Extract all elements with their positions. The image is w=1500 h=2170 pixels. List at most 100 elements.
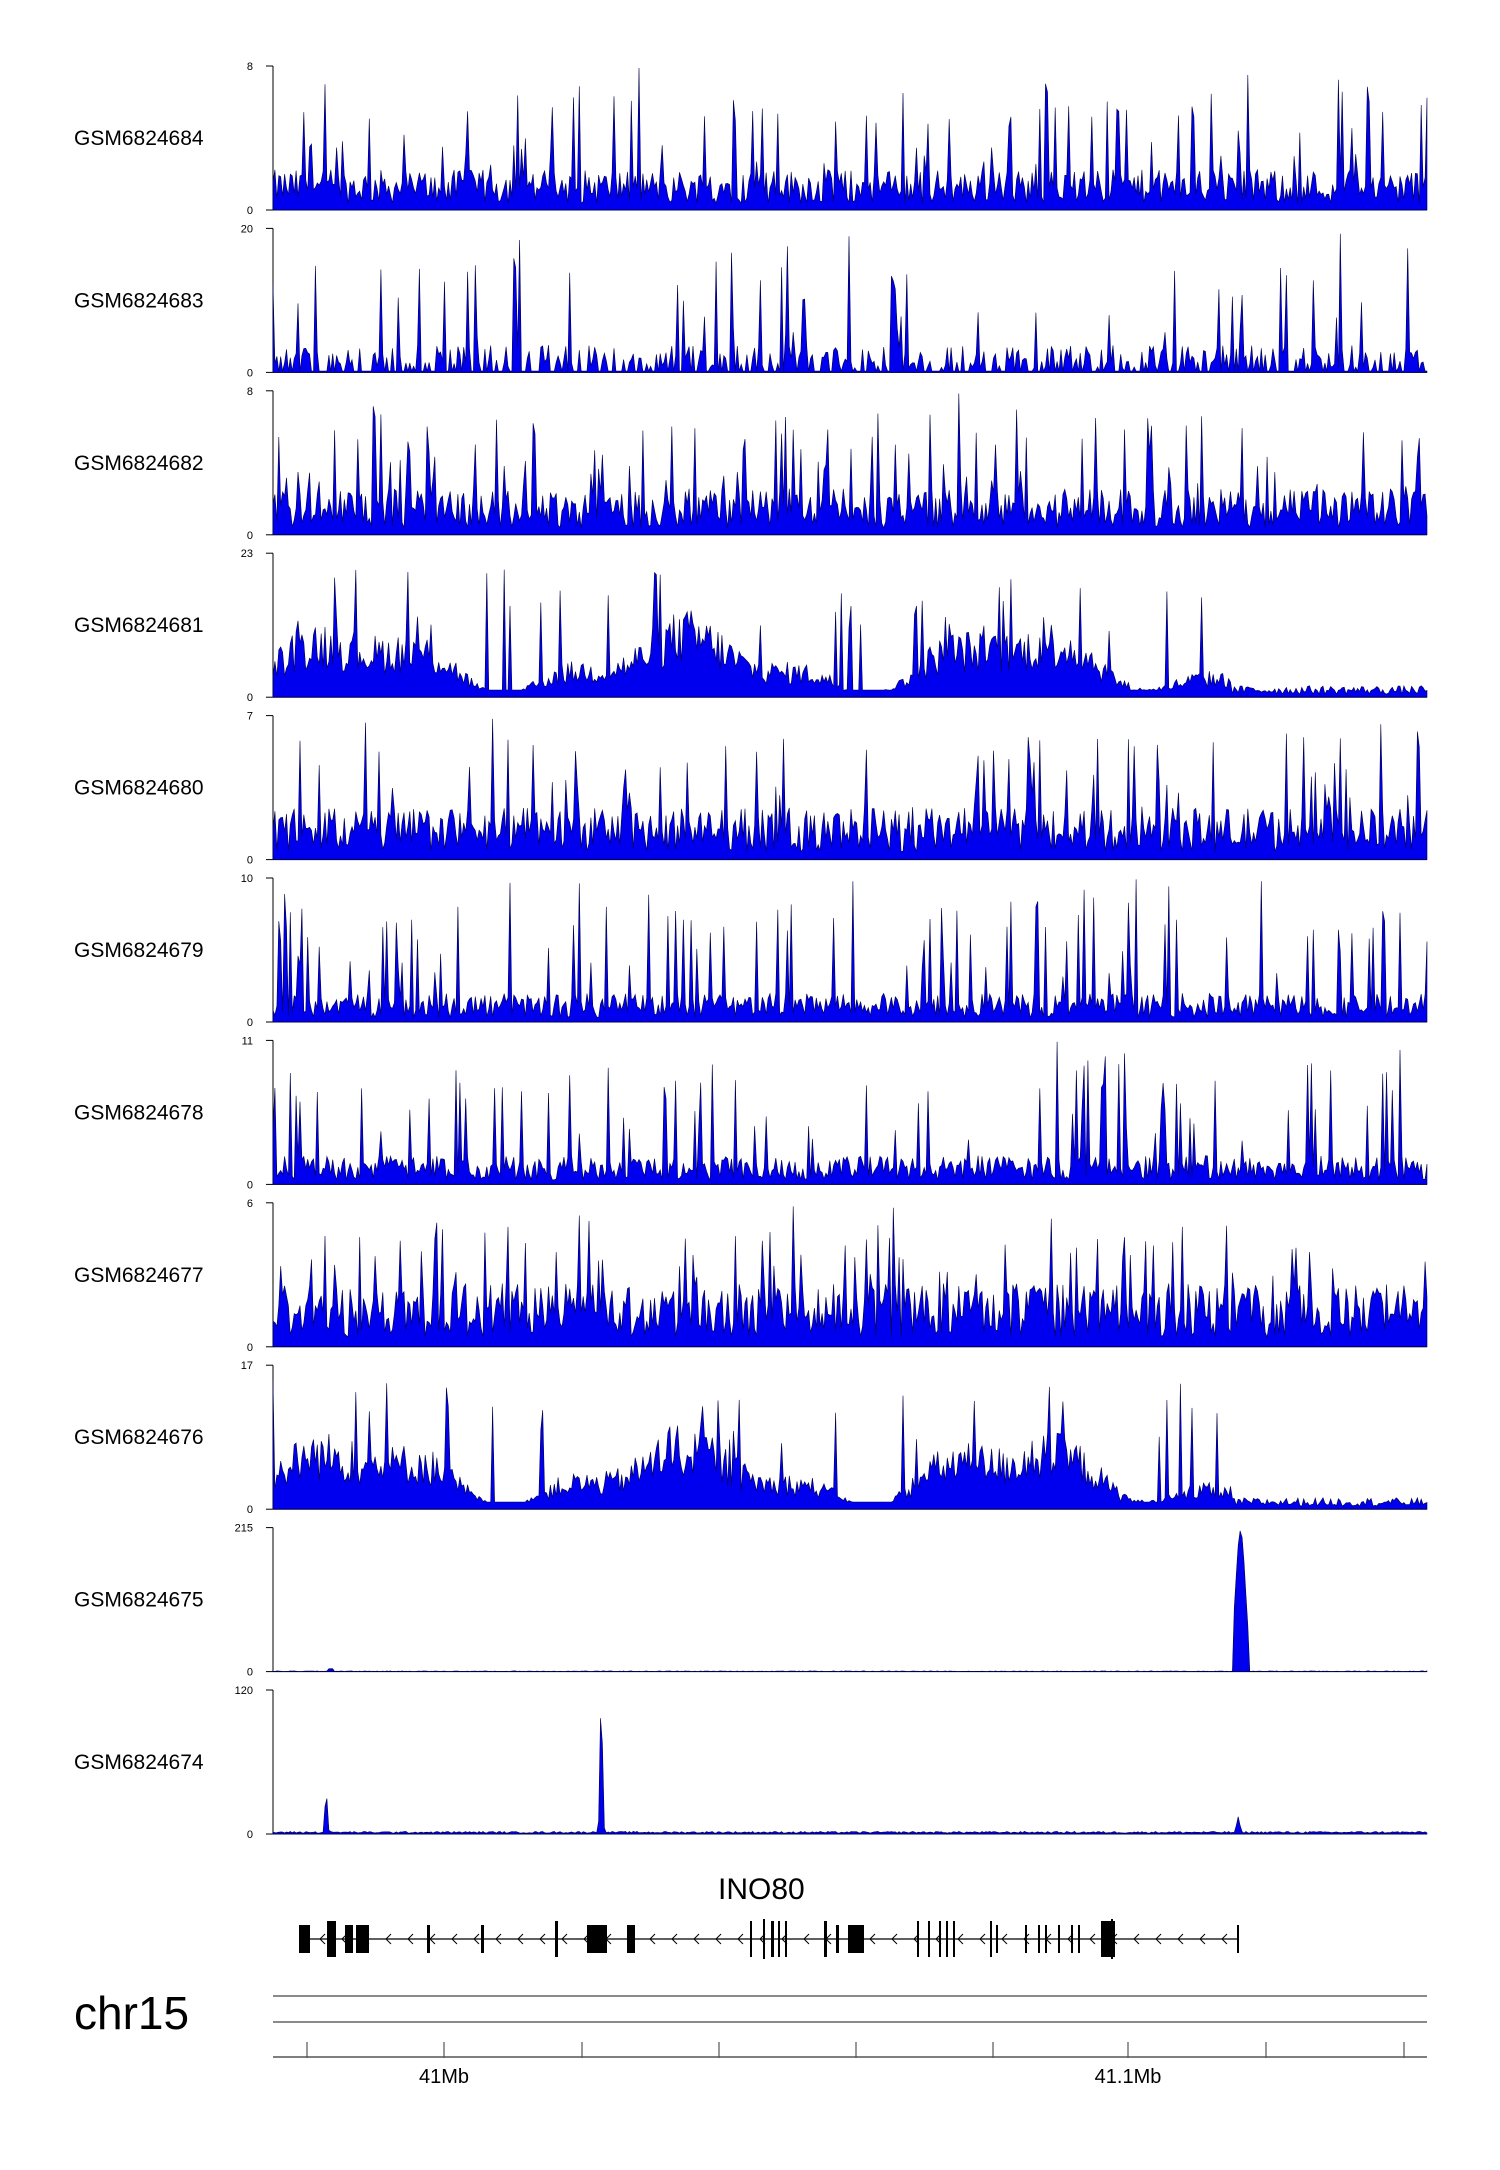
strand-arrow-icon — [1023, 1933, 1030, 1945]
signal-area — [272, 233, 1428, 373]
gene-exon — [750, 1921, 752, 1957]
strand-arrow-icon — [803, 1933, 810, 1945]
strand-arrow-icon — [869, 1933, 876, 1945]
strand-arrow-icon — [1133, 1933, 1140, 1945]
track-label: GSM6824679 — [74, 939, 204, 962]
y-tick-label-max: 17 — [241, 1360, 253, 1372]
y-tick-label-max: 8 — [247, 386, 253, 398]
y-tick-label-zero: 0 — [247, 1179, 253, 1191]
chromosome-label: chr15 — [74, 1987, 189, 2039]
gene-exon — [778, 1921, 780, 1957]
track-label: GSM6824683 — [74, 289, 204, 312]
y-tick-label-max: 8 — [247, 61, 253, 73]
gene-exon — [946, 1921, 948, 1957]
strand-arrow-icon — [957, 1933, 964, 1945]
track-GSM6824683: 20 0 GSM6824683 — [74, 223, 1428, 379]
x-tick-label-41-1mb: 41.1Mb — [1095, 2066, 1162, 2088]
strand-arrow-icon — [385, 1933, 392, 1945]
strand-arrow-icon — [561, 1933, 568, 1945]
strand-arrow-icon — [1089, 1933, 1096, 1945]
signal-area — [272, 879, 1428, 1023]
x-tick-label-41mb: 41Mb — [419, 2066, 469, 2088]
y-tick-label-zero: 0 — [247, 205, 253, 217]
strand-arrow-icon — [451, 1933, 458, 1945]
track-GSM6824684: 8 0 GSM6824684 — [74, 61, 1428, 217]
strand-arrow-icon — [1155, 1933, 1162, 1945]
gene-exon — [1045, 1925, 1047, 1953]
strand-arrow-icon — [693, 1933, 700, 1945]
y-tick-label-zero: 0 — [247, 367, 253, 379]
strand-arrow-icon — [1177, 1933, 1184, 1945]
gene-exon — [990, 1921, 992, 1957]
track-GSM6824674: 120 0 GSM6824674 — [74, 1685, 1428, 1841]
track-label: GSM6824677 — [74, 1264, 204, 1287]
strand-arrow-icon — [649, 1933, 656, 1945]
gene-exon — [1038, 1925, 1040, 1953]
gene-exon — [928, 1921, 930, 1957]
signal-tracks: 8 0 GSM6824684 20 0 GSM6824683 8 0 GSM6824682 23 0… — [74, 61, 1428, 1841]
signal-area — [272, 718, 1428, 860]
gene-label: INO80 — [718, 1873, 805, 1906]
strand-arrow-icon — [1221, 1933, 1228, 1945]
signal-area — [272, 1381, 1428, 1510]
track-GSM6824675: 215 0 GSM6824675 — [74, 1523, 1428, 1679]
y-tick-label-zero: 0 — [247, 1342, 253, 1354]
signal-area — [272, 1530, 1428, 1672]
signal-area — [272, 1718, 1428, 1835]
strand-arrow-icon — [1001, 1933, 1008, 1945]
strand-arrow-icon — [1199, 1933, 1206, 1945]
gene-exon — [345, 1925, 353, 1953]
track-label: GSM6824682 — [74, 452, 204, 475]
track-GSM6824679: 10 0 GSM6824679 — [74, 873, 1428, 1029]
gene-exon — [299, 1925, 310, 1953]
y-tick-label-max: 23 — [241, 548, 253, 560]
gene-exon — [996, 1925, 998, 1953]
strand-arrow-icon — [715, 1933, 722, 1945]
gene-exon — [427, 1925, 430, 1953]
strand-arrow-icon — [319, 1933, 326, 1945]
gene-exon — [627, 1925, 635, 1953]
gene-exon — [1058, 1925, 1060, 1953]
track-label: GSM6824680 — [74, 777, 204, 800]
strand-arrow-icon — [671, 1933, 678, 1945]
y-tick-label-zero: 0 — [247, 692, 253, 704]
strand-arrow-icon — [891, 1933, 898, 1945]
y-tick-label-max: 120 — [235, 1685, 253, 1697]
gene-exon — [356, 1925, 362, 1953]
track-label: GSM6824674 — [74, 1751, 204, 1774]
track-label: GSM6824678 — [74, 1101, 204, 1124]
y-tick-label-max: 11 — [242, 1035, 253, 1047]
y-tick-label-max: 10 — [241, 873, 253, 885]
track-GSM6824682: 8 0 GSM6824682 — [74, 386, 1428, 542]
y-tick-label-zero: 0 — [247, 1017, 253, 1029]
gene-exon — [836, 1925, 839, 1953]
y-tick-label-max: 6 — [247, 1198, 253, 1210]
strand-arrow-icon — [539, 1933, 546, 1945]
y-tick-label-zero: 0 — [247, 855, 253, 867]
strand-arrow-icon — [517, 1933, 524, 1945]
gene-exon — [327, 1921, 336, 1957]
gene-exon — [1025, 1925, 1027, 1953]
gene-exon — [763, 1919, 765, 1959]
y-tick-label-zero: 0 — [247, 1504, 253, 1516]
genomic-axis-ticks — [306, 2042, 1405, 2058]
track-label: GSM6824676 — [74, 1426, 204, 1449]
y-tick-label-max: 7 — [247, 711, 253, 723]
gene-exon — [587, 1925, 607, 1953]
strand-arrow-icon — [979, 1933, 986, 1945]
y-tick-label-zero: 0 — [247, 530, 253, 542]
gene-exon — [1078, 1925, 1080, 1953]
track-label: GSM6824681 — [74, 614, 204, 637]
gene-exon — [824, 1921, 827, 1957]
strand-arrow-icon — [737, 1933, 744, 1945]
gene-exon — [1071, 1925, 1073, 1953]
gene-exon — [785, 1921, 787, 1957]
gene-exon — [953, 1921, 955, 1957]
signal-area — [272, 1041, 1428, 1185]
strand-arrow-icon — [495, 1933, 502, 1945]
gene-exon — [848, 1925, 864, 1953]
y-tick-label-zero: 0 — [247, 1829, 253, 1841]
signal-area — [272, 569, 1428, 698]
gene-model-ino80 — [299, 1919, 1239, 1959]
